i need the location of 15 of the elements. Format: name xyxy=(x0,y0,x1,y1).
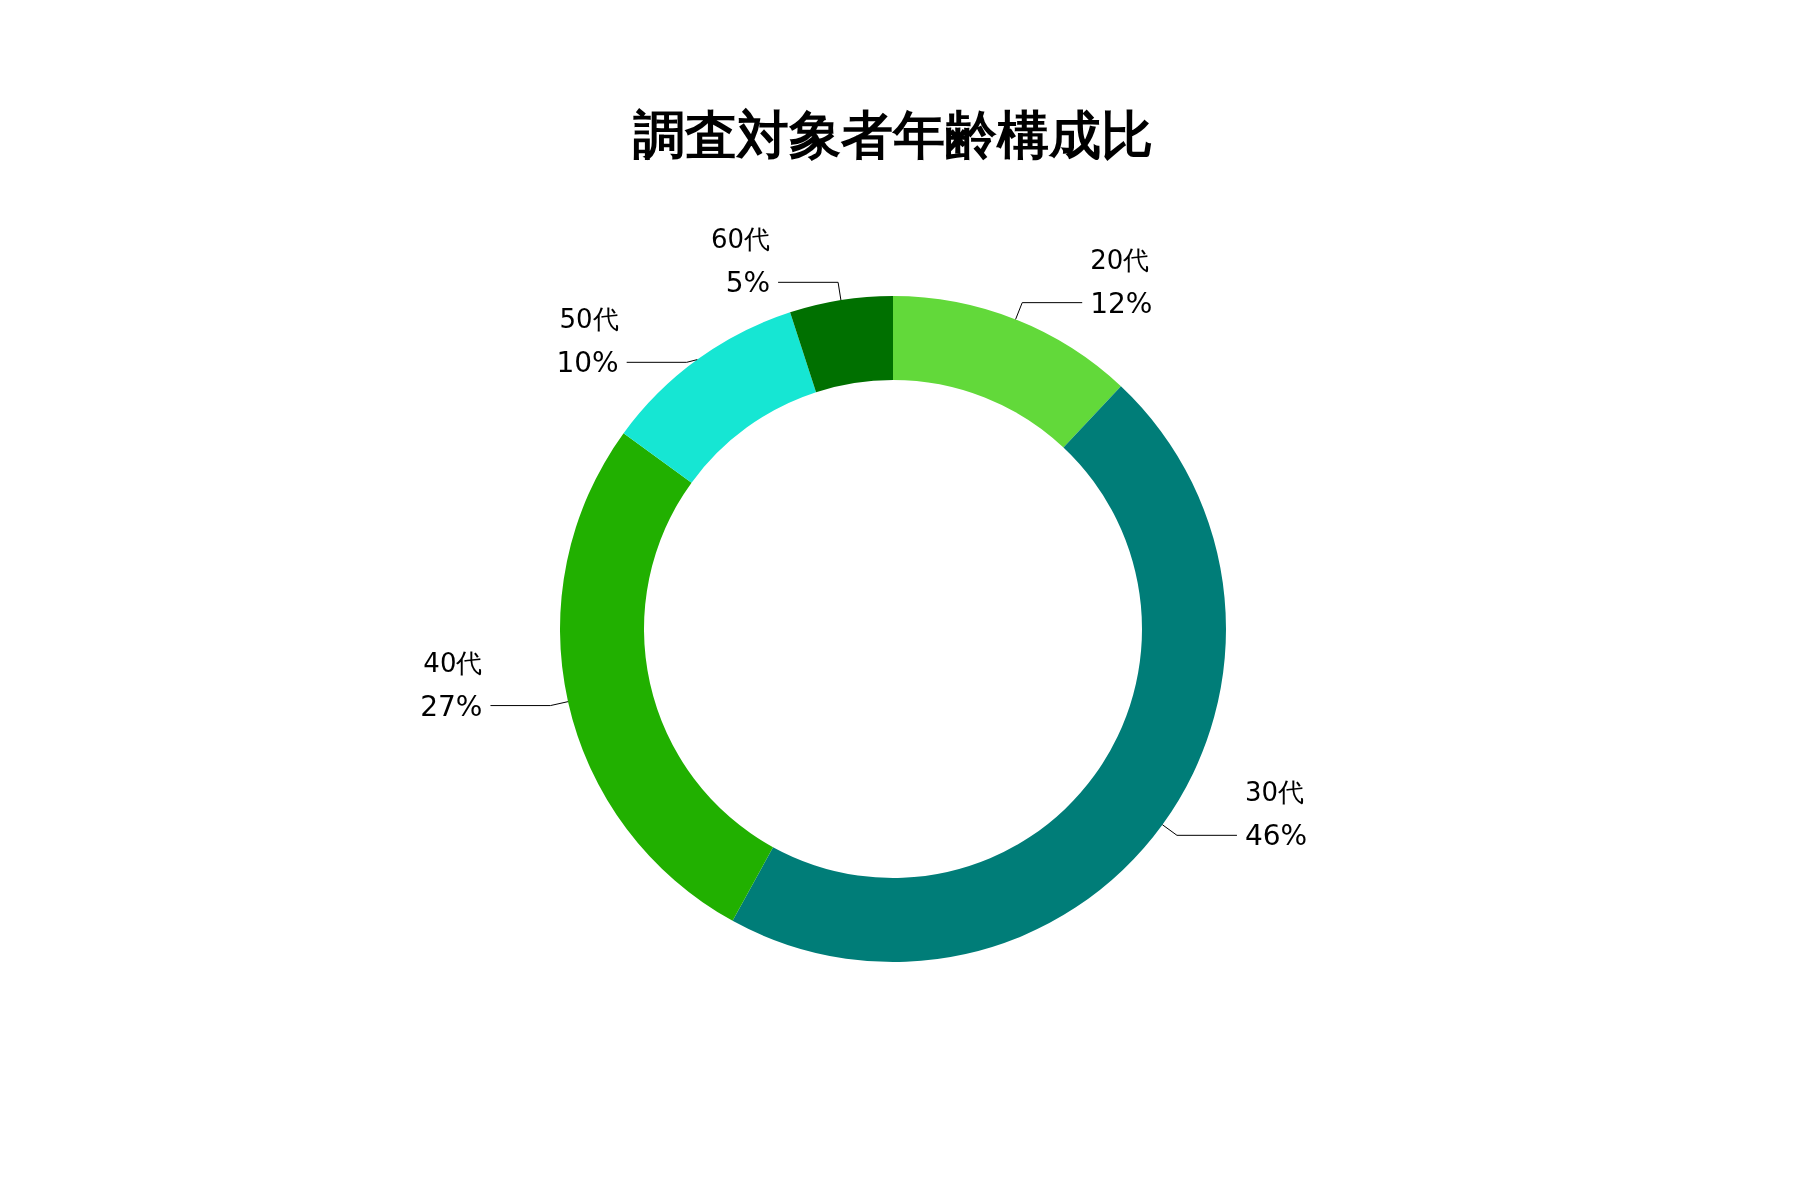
data-label: 5% xyxy=(725,266,771,300)
donut-slice xyxy=(560,433,774,921)
slice-label: 40代 xyxy=(423,647,483,678)
slice-label: 60代 xyxy=(711,224,771,255)
slice-label: 50代 xyxy=(559,304,619,335)
donut-slice xyxy=(623,312,817,483)
data-label: 10% xyxy=(556,346,619,380)
data-label: 12% xyxy=(1090,286,1153,320)
data-label: 46% xyxy=(1244,819,1308,853)
slice-label: 20代 xyxy=(1090,244,1150,275)
donut-slice xyxy=(790,296,893,393)
slice-label: 30代 xyxy=(1244,777,1305,808)
data-label: 27% xyxy=(420,689,483,723)
chart-title: 調査対象者年齢構成比 xyxy=(633,105,1153,165)
donut-slice xyxy=(732,386,1226,962)
